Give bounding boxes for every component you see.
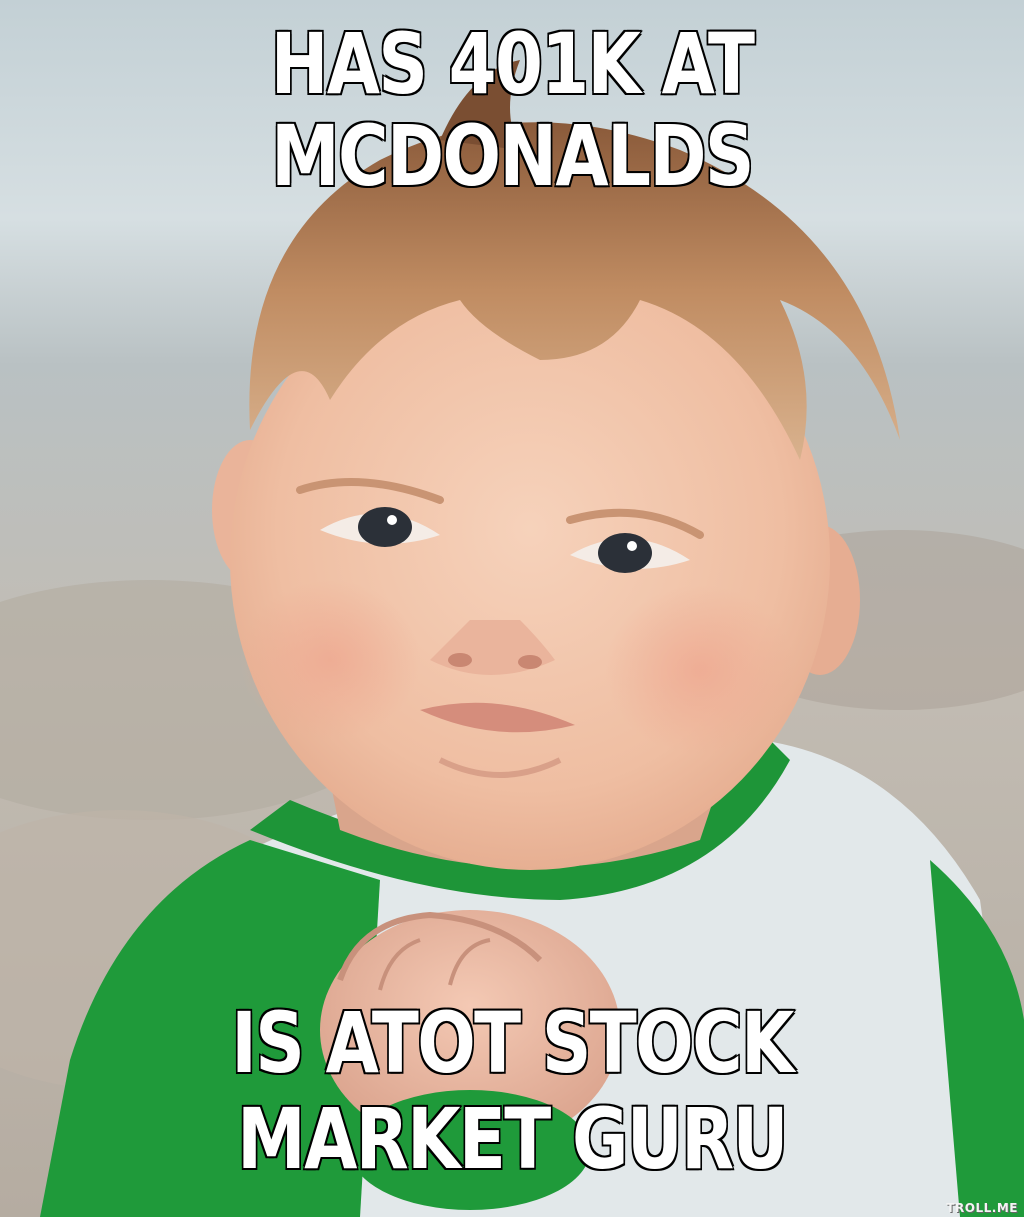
meme-bottom-caption: IS ATOT STOCK MARKET GURU [230,994,795,1189]
site-watermark: TROLL.ME [946,1201,1018,1215]
meme-top-caption: HAS 401K AT MCDONALDS [270,15,756,205]
